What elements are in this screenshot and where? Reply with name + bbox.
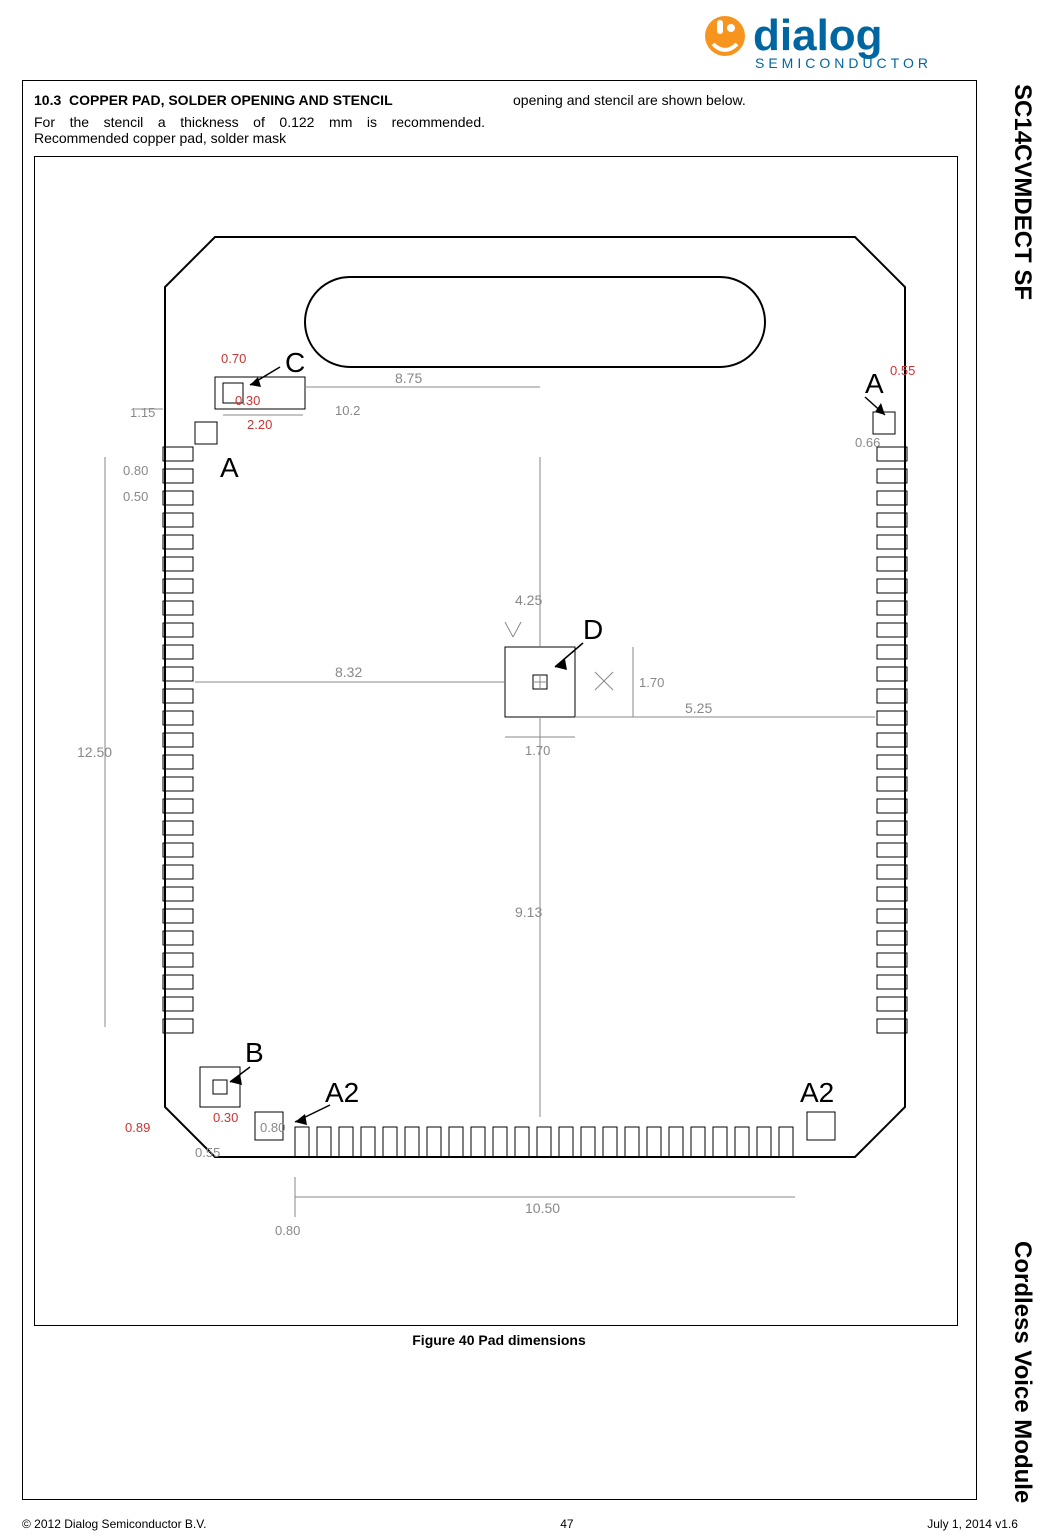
section-heading: 10.3 COPPER PAD, SOLDER OPENING AND STEN… [34, 92, 485, 108]
logo-subtext: SEMICONDUCTOR [755, 55, 932, 71]
section-body-right: opening and stencil are shown below. [513, 92, 964, 108]
svg-text:5.25: 5.25 [685, 700, 712, 716]
svg-text:1.70: 1.70 [639, 675, 664, 690]
brand-logo: dialog SEMICONDUCTOR [695, 8, 1005, 80]
footer-copyright: © 2012 Dialog Semiconductor B.V. [22, 1517, 207, 1531]
svg-text:1.15: 1.15 [130, 405, 155, 420]
label-c: C [285, 347, 305, 378]
svg-text:0.30: 0.30 [235, 393, 260, 408]
svg-text:0.80: 0.80 [275, 1223, 300, 1238]
svg-text:0.80: 0.80 [260, 1120, 285, 1135]
svg-text:0.50: 0.50 [123, 489, 148, 504]
bottom-pads [295, 1127, 793, 1157]
label-d: D [583, 614, 603, 645]
svg-text:1.70: 1.70 [525, 743, 550, 758]
svg-text:10.50: 10.50 [525, 1200, 560, 1216]
label-a-top: A [865, 368, 884, 399]
page-footer: © 2012 Dialog Semiconductor B.V. 47 July… [22, 1517, 1018, 1531]
logo-text: dialog [753, 11, 883, 60]
label-a2-right: A2 [800, 1077, 834, 1108]
svg-text:0.55: 0.55 [195, 1145, 220, 1160]
section-text: 10.3 COPPER PAD, SOLDER OPENING AND STEN… [34, 92, 964, 146]
svg-text:8.75: 8.75 [395, 370, 422, 386]
footer-date: July 1, 2014 v1.6 [927, 1517, 1018, 1531]
svg-text:12.50: 12.50 [77, 744, 112, 760]
label-a-left: A [220, 452, 239, 483]
left-pads [163, 447, 193, 1033]
svg-text:0.80: 0.80 [123, 463, 148, 478]
footer-page: 47 [560, 1517, 573, 1531]
svg-text:10.2: 10.2 [335, 403, 360, 418]
label-a2-left: A2 [325, 1077, 359, 1108]
svg-text:0.30: 0.30 [213, 1110, 238, 1125]
figure-caption: Figure 40 Pad dimensions [34, 1332, 964, 1348]
svg-text:2.20: 2.20 [247, 417, 272, 432]
svg-text:0.89: 0.89 [125, 1120, 150, 1135]
figure-container: C A A D B A2 A2 8.75 0.70 0.30 [34, 156, 958, 1326]
right-pads [877, 447, 907, 1033]
svg-text:0.55: 0.55 [890, 363, 915, 378]
svg-text:0.66: 0.66 [855, 435, 880, 450]
svg-text:0.70: 0.70 [221, 351, 246, 366]
side-label-top: SC14CVMDECT SF [1008, 84, 1036, 300]
section-body-left: For the stencil a thickness of 0.122 mm … [34, 114, 485, 146]
svg-text:8.32: 8.32 [335, 664, 362, 680]
svg-text:9.13: 9.13 [515, 904, 542, 920]
side-label-bottom: Cordless Voice Module [1008, 1241, 1036, 1503]
pad-dimensions-diagram: C A A D B A2 A2 8.75 0.70 0.30 [35, 157, 959, 1327]
svg-text:4.25: 4.25 [515, 592, 542, 608]
label-b: B [245, 1037, 264, 1068]
